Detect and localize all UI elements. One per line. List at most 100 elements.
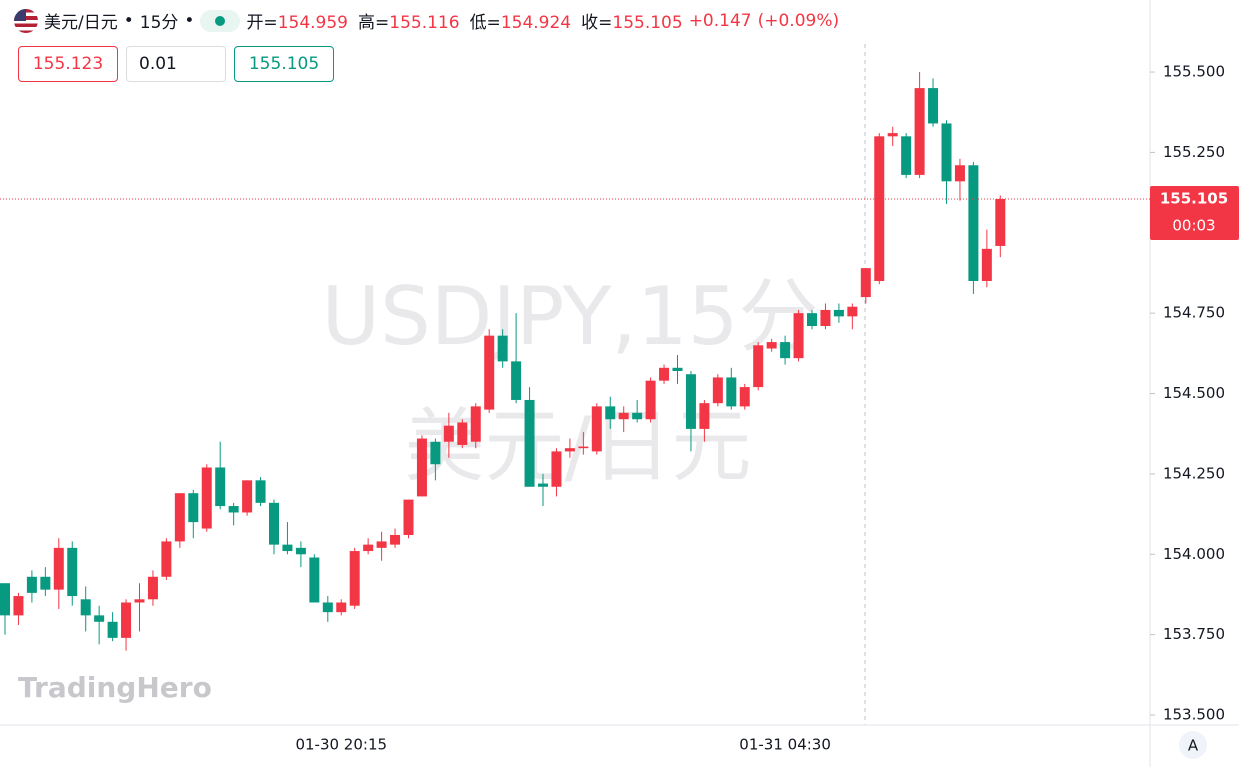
candle-body <box>807 313 817 327</box>
candle-body <box>860 268 871 298</box>
countdown-label: 00:03 <box>1172 217 1215 235</box>
candle-body <box>780 342 791 359</box>
candle-body <box>242 480 253 513</box>
watermark: USDJPY,15分 <box>321 270 818 363</box>
candle-body <box>995 199 1006 246</box>
status-dot <box>215 15 226 26</box>
candle-body <box>645 380 656 420</box>
candle-body <box>914 88 925 175</box>
ohlc-item: 低=154.924 <box>470 8 572 33</box>
candle-body <box>53 547 64 590</box>
candle-body <box>739 387 750 407</box>
candle-body <box>322 602 333 613</box>
ohlc-label: 收= <box>581 13 613 33</box>
y-tick-label: 154.250 <box>1163 464 1225 482</box>
candle-body <box>147 576 158 600</box>
candle-body <box>188 493 199 523</box>
candle-body <box>174 493 185 542</box>
candle-body <box>968 165 979 281</box>
candle-body <box>376 541 387 548</box>
y-tick-label: 153.500 <box>1163 706 1225 724</box>
candle-body <box>954 165 965 182</box>
y-tick-label: 155.500 <box>1163 63 1225 81</box>
candle-body <box>295 547 306 555</box>
symbol: 美元/日元 <box>44 13 118 33</box>
last-price-label: 155.105 <box>1160 190 1228 208</box>
flag-icon <box>14 8 38 33</box>
candle-body <box>672 367 683 372</box>
y-tick-label: 155.250 <box>1163 143 1225 161</box>
sell-button[interactable]: 155.123 <box>18 46 118 82</box>
auto-scale-button[interactable] <box>1179 731 1207 759</box>
candle-body <box>605 406 616 420</box>
candle-body <box>887 133 898 137</box>
auto-scale-label: A <box>1188 737 1199 755</box>
candle-body <box>820 309 831 327</box>
candle-body <box>659 367 670 381</box>
candle-body <box>107 621 118 638</box>
candle-body <box>430 441 441 465</box>
separator: • <box>184 10 195 31</box>
candle-body <box>349 551 360 606</box>
candle-body <box>470 406 481 442</box>
candle-body <box>632 412 643 420</box>
candle-body <box>941 123 952 182</box>
candle-body <box>134 599 145 603</box>
candle-body <box>578 446 589 449</box>
last-price-tag <box>1150 186 1239 241</box>
buy-button[interactable]: 155.105 <box>234 46 334 82</box>
candle-body <box>484 335 495 410</box>
ohlc-value: 154.924 <box>500 13 572 33</box>
candle-body <box>847 306 858 317</box>
candle-body <box>981 248 992 281</box>
market-status[interactable] <box>200 9 241 32</box>
candle-body <box>215 467 226 507</box>
trade-buttons: 155.123 0.01 155.105 <box>18 46 334 82</box>
ohlc-value: 155.105 <box>612 13 683 33</box>
brand-logo: TradingHero <box>18 671 212 704</box>
candle-body <box>228 506 239 513</box>
candle-body <box>390 534 401 545</box>
y-tick-label: 153.750 <box>1163 625 1225 643</box>
ohlc-value: 155.116 <box>389 13 460 33</box>
candle-body <box>67 547 78 597</box>
candle-body <box>726 377 737 407</box>
candle-body <box>511 361 522 400</box>
candle-body <box>766 342 777 349</box>
candle-body <box>524 399 535 487</box>
y-tick-label: 154.500 <box>1163 384 1225 402</box>
candle-body <box>793 313 804 359</box>
quantity-input[interactable]: 0.01 <box>126 46 226 82</box>
candle-body <box>497 335 508 362</box>
plot: 153.500 153.750 154.000 154.250 154.500 154.7… <box>0 63 1239 754</box>
candle-body <box>685 374 696 429</box>
candle-body <box>363 544 374 552</box>
candle-body <box>457 422 468 445</box>
candle-body <box>699 403 710 429</box>
candle-body <box>269 502 279 545</box>
candle-body <box>255 480 266 503</box>
candle-body <box>551 451 562 487</box>
ohlc-label: 开= <box>246 13 278 33</box>
candle-body <box>161 541 172 577</box>
candle-body <box>0 583 10 616</box>
ohlc-item: 收=155.105 <box>581 8 683 33</box>
candle-body <box>564 448 575 452</box>
ohlc-label: 低= <box>469 13 501 33</box>
candle-body <box>40 576 51 590</box>
y-tick-label: 154.750 <box>1163 304 1225 322</box>
change-percent: (+0.09%) <box>757 10 840 31</box>
change: +0.147 <box>688 10 752 31</box>
candle-body <box>928 88 939 124</box>
ohlc-item: 高=155.116 <box>358 8 460 33</box>
candle-body <box>26 576 37 593</box>
y-tick-label: 154.000 <box>1163 545 1225 563</box>
candle-body <box>833 309 844 317</box>
x-tick-label: 01-31 04:30 <box>739 736 831 754</box>
candle-body <box>712 377 723 404</box>
interval: 15分 <box>139 13 179 33</box>
ohlc-item: 开=154.959 <box>246 8 348 33</box>
candle-body <box>538 483 548 487</box>
candle-body <box>201 467 212 529</box>
